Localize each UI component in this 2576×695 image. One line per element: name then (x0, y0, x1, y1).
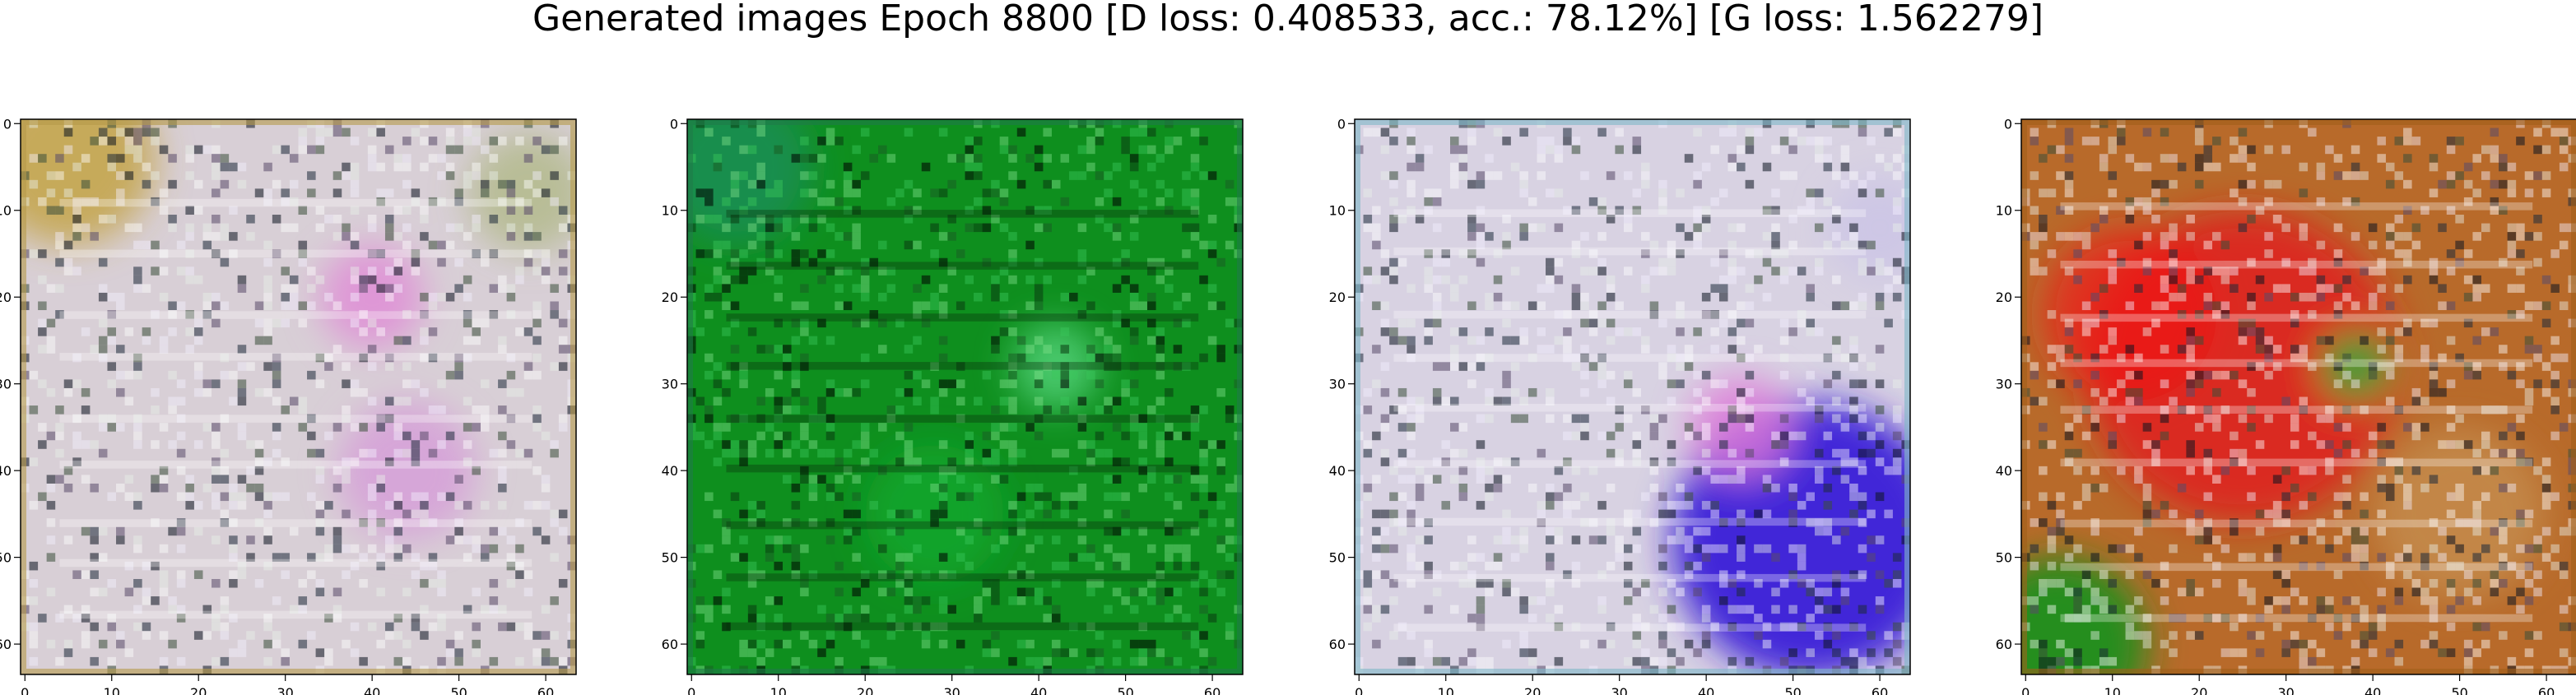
y-tick-label: 40 (1996, 463, 2012, 479)
y-tick-label: 10 (1996, 203, 2012, 219)
y-tick-label: 60 (1329, 637, 1346, 652)
x-tick-label: 0 (2021, 685, 2030, 695)
x-tick-label: 40 (364, 685, 380, 695)
x-tick-label: 10 (1438, 685, 1454, 695)
y-tick-label: 10 (1329, 203, 1346, 219)
axes-frame (20, 118, 577, 675)
y-tick-label: 30 (1996, 377, 2012, 392)
y-tick-label: 40 (1329, 463, 1346, 479)
y-tick-label: 20 (1996, 290, 2012, 305)
x-tick-label: 40 (2364, 685, 2381, 695)
y-tick-label: 50 (0, 550, 12, 566)
y-tick-label: 50 (662, 550, 678, 566)
x-tick-label: 0 (687, 685, 695, 695)
x-tick-label: 30 (944, 685, 960, 695)
x-tick-label: 60 (1872, 685, 1888, 695)
image-pixels (21, 119, 576, 674)
x-tick-label: 40 (1698, 685, 1714, 695)
x-tick-label: 60 (537, 685, 554, 695)
x-tick-label: 50 (1117, 685, 1133, 695)
y-tick-label: 30 (0, 377, 12, 392)
x-tick-label: 30 (2278, 685, 2295, 695)
y-tick-label: 30 (662, 377, 678, 392)
x-tick-label: 60 (1204, 685, 1221, 695)
x-tick-label: 40 (1030, 685, 1047, 695)
image-pixels (687, 119, 1243, 674)
x-tick-label: 20 (190, 685, 207, 695)
y-tick-label: 50 (1329, 550, 1346, 566)
image-pixels (1355, 119, 1910, 674)
axes-frame (686, 118, 1244, 675)
y-tick-label: 0 (1337, 116, 1346, 132)
x-tick-label: 10 (2104, 685, 2121, 695)
y-tick-label: 20 (1329, 290, 1346, 305)
y-tick-label: 30 (1329, 377, 1346, 392)
x-tick-label: 10 (104, 685, 120, 695)
figure-title: Generated images Epoch 8800 [D loss: 0.4… (532, 0, 2044, 39)
generated-image-4: 0 10 20 30 40 50 60 0 10 20 30 40 50 60 (1996, 116, 2576, 695)
image-pixels (2021, 119, 2576, 674)
x-tick-label: 20 (2191, 685, 2207, 695)
y-tick-label: 10 (0, 203, 12, 219)
x-tick-label: 20 (857, 685, 873, 695)
y-tick-label: 20 (0, 290, 12, 305)
y-tick-label: 0 (2004, 116, 2012, 132)
y-tick-label: 0 (3, 116, 12, 132)
y-tick-label: 50 (1996, 550, 2012, 566)
x-tick-label: 60 (2538, 685, 2555, 695)
x-tick-label: 0 (1355, 685, 1363, 695)
y-tick-label: 40 (0, 463, 12, 479)
x-tick-label: 50 (2451, 685, 2467, 695)
x-tick-label: 0 (21, 685, 29, 695)
generated-image-3: 0 10 20 30 40 50 60 0 10 20 30 40 50 60 (1329, 116, 1911, 695)
y-tick-label: 40 (662, 463, 678, 479)
x-tick-label: 30 (1611, 685, 1628, 695)
axes-frame (2020, 118, 2576, 675)
y-tick-label: 10 (662, 203, 678, 219)
x-tick-label: 50 (1784, 685, 1801, 695)
y-tick-label: 60 (0, 637, 12, 652)
generated-image-2: 0 10 20 30 40 50 60 0 10 20 30 40 50 60 (662, 116, 1244, 695)
y-tick-label: 20 (662, 290, 678, 305)
x-tick-label: 30 (277, 685, 294, 695)
x-tick-label: 50 (450, 685, 467, 695)
axes-frame (1354, 118, 1911, 675)
y-tick-label: 60 (662, 637, 678, 652)
x-tick-label: 20 (1524, 685, 1541, 695)
y-tick-label: 60 (1996, 637, 2012, 652)
x-tick-label: 10 (770, 685, 787, 695)
y-tick-label: 0 (670, 116, 678, 132)
generated-image-1: 0 10 20 30 40 50 60 0 10 20 30 40 50 60 (0, 116, 577, 695)
